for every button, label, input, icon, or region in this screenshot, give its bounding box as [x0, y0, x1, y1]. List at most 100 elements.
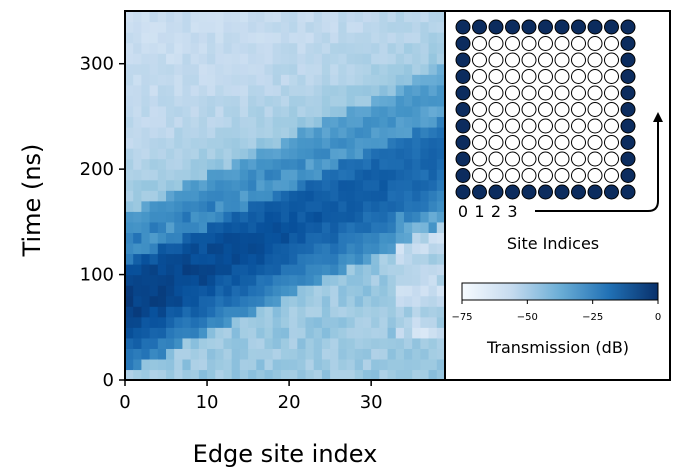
heatmap-cell: [231, 316, 241, 328]
bulk-site: [571, 36, 586, 51]
heatmap-cell: [166, 232, 175, 244]
bulk-site: [505, 118, 520, 134]
heatmap-cell: [207, 327, 216, 339]
heatmap-cell: [305, 63, 315, 75]
bulk-site: [472, 135, 487, 150]
heatmap-cell: [313, 306, 323, 318]
heatmap-cell: [354, 116, 364, 128]
heatmap-cell: [133, 211, 143, 223]
heatmap-cell: [371, 179, 380, 191]
heatmap-cell: [182, 84, 192, 96]
heatmap-cell: [133, 190, 143, 202]
edge-site: [455, 184, 471, 200]
bulk-site: [488, 168, 504, 183]
heatmap-cell: [239, 211, 249, 223]
heatmap-cell: [223, 306, 233, 318]
heatmap-cell: [330, 53, 339, 65]
heatmap-cell: [313, 32, 323, 44]
heatmap-cell: [362, 337, 372, 349]
heatmap-cell: [248, 84, 257, 96]
heatmap-cell: [297, 42, 307, 54]
heatmap-cell: [264, 316, 274, 328]
heatmap-cell: [182, 348, 192, 360]
heatmap-cell: [272, 137, 282, 149]
heatmap-cell: [354, 32, 364, 44]
heatmap-cell: [412, 285, 421, 297]
heatmap-cell: [256, 358, 266, 371]
heatmap-cell: [371, 11, 380, 23]
heatmap-cell: [239, 348, 249, 360]
heatmap-cell: [354, 337, 364, 349]
bulk-site: [472, 36, 487, 51]
heatmap-cell: [321, 358, 331, 371]
heatmap-cell: [182, 358, 192, 371]
heatmap-cell: [125, 327, 134, 339]
heatmap-cell: [215, 84, 225, 96]
heatmap-cell: [157, 148, 167, 160]
heatmap-cell: [198, 285, 208, 297]
heatmap-cell: [395, 63, 405, 75]
heatmap-cell: [403, 253, 413, 265]
heatmap-cell: [198, 74, 208, 86]
heatmap-cell: [207, 190, 216, 202]
heatmap-cell: [125, 295, 134, 307]
heatmap-cell: [264, 11, 274, 23]
heatmap-cell: [125, 369, 134, 381]
heatmap-cell: [362, 74, 372, 86]
heatmap-cell: [207, 306, 216, 318]
heatmap-cell: [354, 264, 364, 276]
heatmap-cell: [289, 169, 298, 181]
heatmap-cell: [321, 158, 331, 170]
heatmap-cell: [289, 211, 298, 223]
heatmap-cell: [223, 137, 233, 149]
heatmap-cell: [149, 148, 159, 160]
heatmap-cell: [412, 95, 421, 107]
heatmap-cell: [231, 327, 241, 339]
heatmap-cell: [174, 158, 184, 170]
heatmap-cell: [157, 95, 167, 107]
heatmap-cell: [346, 95, 356, 107]
heatmap-cell: [264, 42, 274, 54]
heatmap-cell: [371, 306, 380, 318]
heatmap-cell: [157, 295, 167, 307]
heatmap-cell: [166, 179, 175, 191]
bulk-site: [587, 36, 603, 51]
heatmap-cell: [207, 148, 216, 160]
heatmap-cell: [256, 221, 266, 233]
heatmap-cell: [387, 116, 397, 128]
heatmap-cell: [207, 158, 216, 170]
heatmap: [125, 11, 446, 381]
heatmap-cell: [174, 32, 184, 44]
heatmap-cell: [362, 21, 372, 33]
heatmap-cell: [387, 211, 397, 223]
heatmap-cell: [280, 126, 290, 139]
heatmap-cell: [207, 11, 216, 23]
bulk-site: [571, 85, 586, 101]
heatmap-cell: [256, 337, 266, 349]
heatmap-cell: [354, 179, 364, 191]
heatmap-cell: [166, 84, 175, 96]
heatmap-cell: [231, 42, 241, 54]
heatmap-cell: [330, 348, 339, 360]
heatmap-cell: [305, 116, 315, 128]
heatmap-cell: [223, 274, 233, 286]
heatmap-cell: [436, 221, 446, 233]
heatmap-cell: [289, 295, 298, 307]
heatmap-cell: [338, 137, 348, 149]
heatmap-cell: [313, 348, 323, 360]
heatmap-cell: [371, 221, 380, 233]
heatmap-cell: [198, 137, 208, 149]
heatmap-cell: [379, 369, 389, 381]
edge-site: [505, 19, 520, 35]
heatmap-cell: [395, 264, 405, 276]
heatmap-cell: [133, 105, 143, 118]
heatmap-cell: [239, 358, 249, 371]
heatmap-cell: [428, 327, 438, 339]
heatmap-cell: [215, 316, 225, 328]
heatmap-cell: [215, 200, 225, 212]
heatmap-cell: [280, 253, 290, 265]
heatmap-cell: [379, 316, 389, 328]
heatmap-cell: [403, 242, 413, 255]
bulk-site: [604, 168, 619, 183]
edge-site: [455, 19, 471, 35]
